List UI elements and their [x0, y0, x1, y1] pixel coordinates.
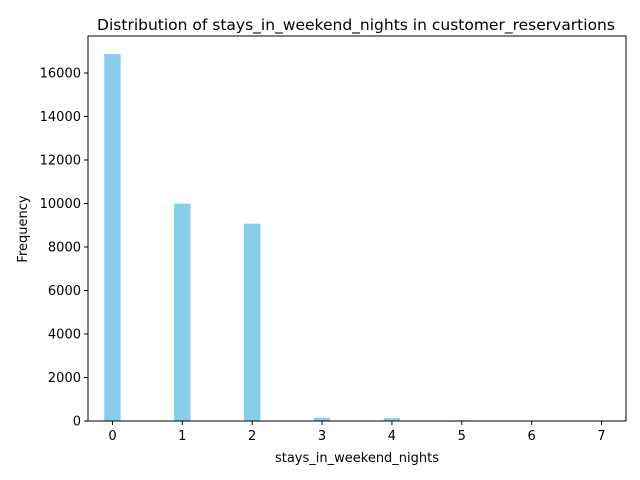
x-tick-label: 6 — [528, 429, 536, 444]
y-tick-label: 16000 — [40, 66, 81, 81]
bar-0 — [104, 54, 121, 421]
bars-group — [104, 54, 610, 421]
x-tick-label: 1 — [178, 429, 186, 444]
x-tick-label: 4 — [388, 429, 396, 444]
bar-2 — [243, 223, 261, 421]
x-tick-label: 3 — [318, 429, 326, 444]
bar-1 — [174, 203, 191, 421]
x-tick-label: 2 — [248, 429, 256, 444]
x-tick-label: 7 — [597, 429, 605, 444]
bar-3 — [313, 417, 331, 421]
x-tick-label: 0 — [108, 429, 116, 444]
y-tick-label: 4000 — [48, 327, 81, 342]
y-axis-ticks: 0 2000 4000 6000 8000 10000 12000 14000 16000 — [40, 66, 88, 430]
y-axis-label: Frequency — [16, 195, 31, 262]
y-tick-label: 8000 — [48, 240, 81, 255]
bar-4 — [383, 418, 401, 421]
y-tick-label: 2000 — [48, 371, 81, 386]
y-tick-label: 10000 — [40, 197, 81, 212]
y-tick-label: 14000 — [40, 110, 81, 125]
x-axis-label: stays_in_weekend_nights — [275, 451, 439, 466]
y-tick-label: 12000 — [40, 153, 81, 168]
x-axis-ticks: 0 1 2 3 4 5 6 7 — [108, 421, 606, 444]
chart-title: Distribution of stays_in_weekend_nights … — [97, 16, 615, 35]
y-tick-label: 0 — [73, 415, 81, 430]
x-tick-label: 5 — [458, 429, 466, 444]
y-tick-label: 6000 — [48, 284, 81, 299]
plot-frame — [87, 35, 627, 422]
